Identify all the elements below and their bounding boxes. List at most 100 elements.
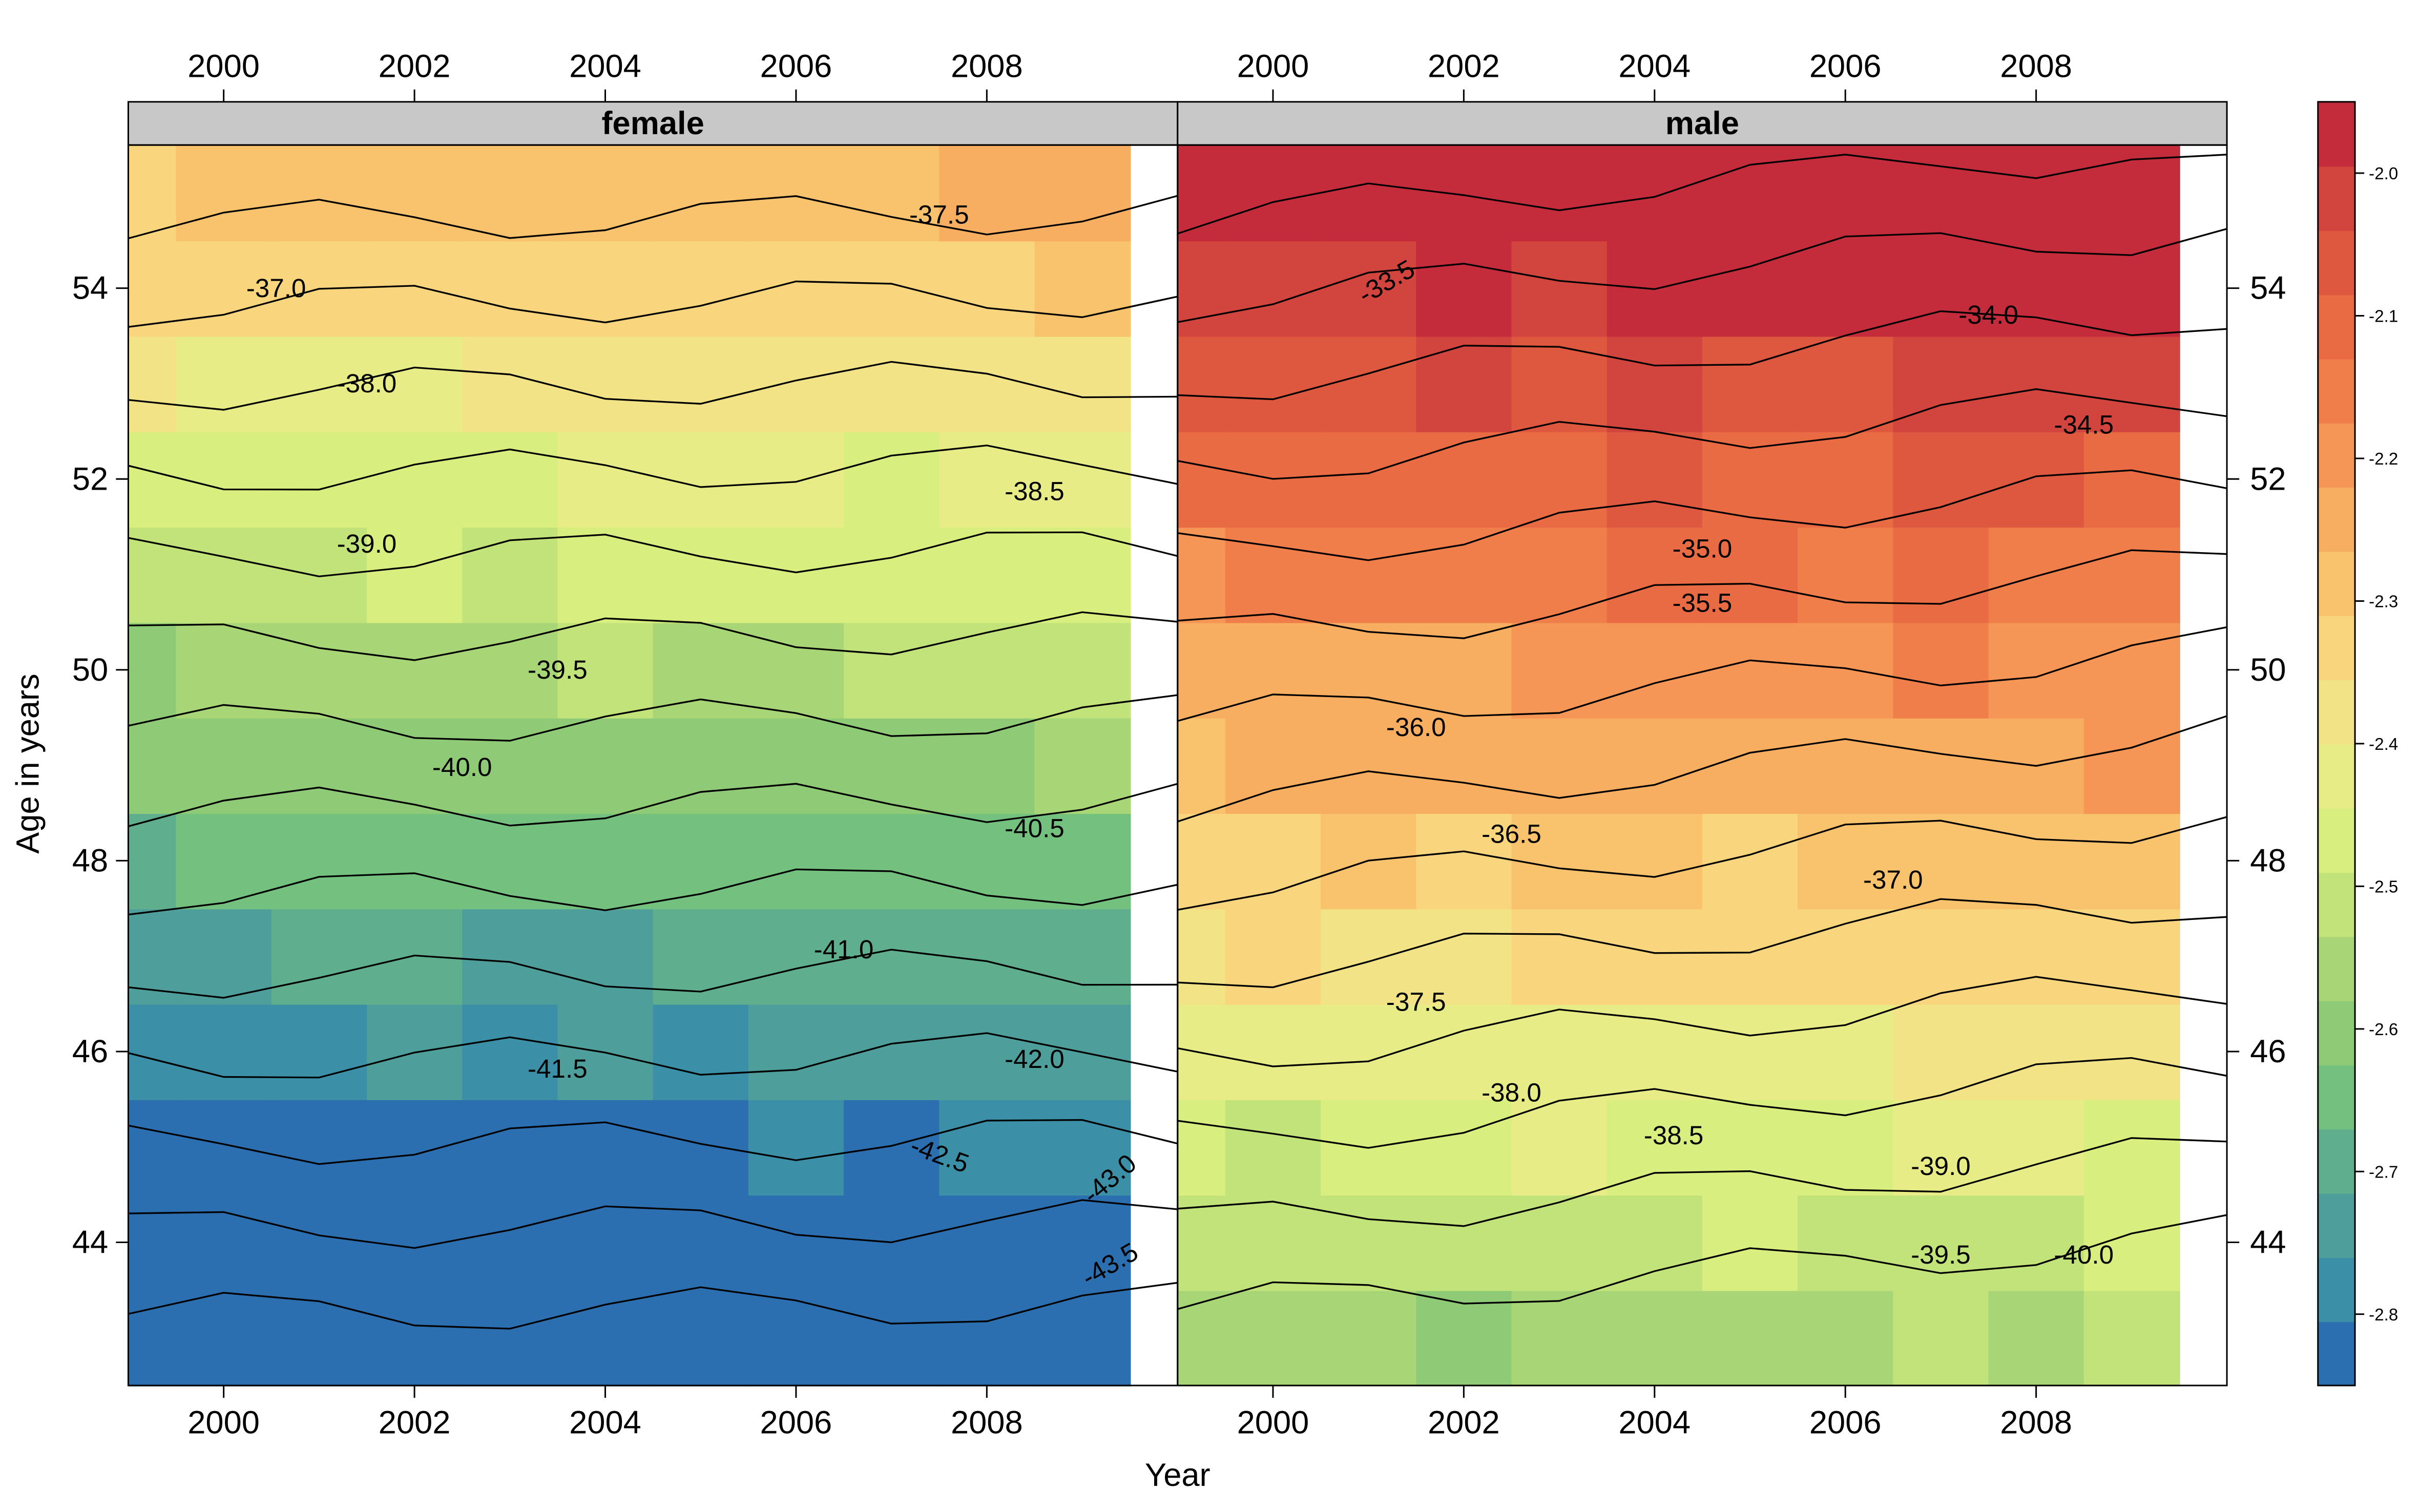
panel-frames	[127, 101, 2228, 1387]
x-tick-label-top: 2004	[569, 49, 641, 85]
heatmap-cell	[939, 717, 1036, 814]
heatmap-cell	[1416, 1290, 1513, 1387]
contour-line	[128, 444, 1178, 491]
heatmap-cell	[1225, 527, 1322, 623]
heatmap-cell	[1177, 527, 1226, 623]
heatmap-cell	[1893, 431, 1990, 528]
y-tick-label-right: 54	[2250, 270, 2286, 306]
heatmap-cell	[176, 908, 273, 1005]
heatmap-cell	[1416, 813, 1513, 910]
heatmap-cell	[1416, 335, 1513, 432]
heatmap-cell	[1321, 240, 1417, 337]
contour-line	[1177, 976, 2227, 1067]
y-tick-label-right: 50	[2250, 652, 2286, 688]
heatmap-cell	[1177, 1194, 1226, 1291]
heatmap-cell	[748, 1290, 845, 1387]
heatmap-cells	[128, 145, 2180, 1387]
colorbar-swatch	[2318, 615, 2355, 681]
heatmap-cell	[557, 1290, 654, 1387]
heatmap-cell	[557, 431, 654, 528]
heatmap-cell	[939, 431, 1036, 528]
heatmap-cell	[1321, 431, 1417, 528]
heatmap-cell	[1893, 240, 1990, 337]
heatmap-cell	[653, 1099, 749, 1196]
contour-line	[1177, 1137, 2227, 1227]
heatmap-cell	[1702, 1099, 1799, 1196]
heatmap-cell	[462, 813, 559, 910]
heatmap-cell	[271, 145, 368, 242]
colorbar-swatch	[2318, 230, 2355, 296]
colorbar-tick-label: -2.2	[2369, 450, 2398, 469]
heatmap-cell	[1798, 1099, 1894, 1196]
contour-label: -34.5	[2054, 410, 2114, 439]
heatmap-cell	[1177, 145, 1226, 242]
heatmap-cell	[1416, 527, 1513, 623]
contour-line	[128, 611, 1178, 661]
heatmap-cell	[1798, 1290, 1894, 1387]
heatmap-cell	[939, 335, 1036, 432]
heatmap-cell	[128, 717, 177, 814]
y-tick-label-right: 46	[2250, 1034, 2286, 1069]
colorbar-swatch	[2318, 551, 2355, 616]
contour-label: -37.5	[1386, 987, 1446, 1016]
heatmap-cell	[366, 1290, 463, 1387]
contour-line	[128, 531, 1178, 578]
heatmap-cell	[844, 527, 941, 623]
contour-label: -36.0	[1386, 712, 1446, 742]
y-tick-label-left: 50	[72, 652, 108, 688]
heatmap-cell	[844, 431, 941, 528]
heatmap-cell	[1702, 335, 1799, 432]
heatmap-cell	[1511, 1194, 1608, 1291]
heatmap-cell	[1798, 335, 1894, 432]
heatmap-cell	[1511, 717, 1608, 814]
heatmap-cell	[939, 622, 1036, 719]
colorbar-swatch	[2318, 743, 2355, 809]
heatmap-cell	[462, 431, 559, 528]
heatmap-cell	[748, 717, 845, 814]
contour-line	[1177, 1057, 2227, 1149]
heatmap-cell	[1321, 622, 1417, 719]
colorbar-swatch	[2318, 487, 2355, 552]
heatmap-cell	[1893, 717, 1990, 814]
heatmap-cell	[2083, 1290, 2180, 1387]
heatmap-cell	[653, 240, 749, 337]
heatmap-cell	[271, 813, 368, 910]
x-tick-label-top: 2008	[2000, 49, 2072, 85]
colorbar-tick-label: -2.3	[2369, 592, 2398, 611]
heatmap-cell	[1225, 908, 1322, 1005]
heatmap-cell	[366, 1194, 463, 1291]
heatmap-cell	[557, 908, 654, 1005]
y-tick-label-right: 48	[2250, 843, 2286, 878]
heatmap-cell	[176, 1003, 273, 1100]
heatmap-cell	[653, 335, 749, 432]
heatmap-cell	[1034, 335, 1131, 432]
contour-label: -38.0	[1482, 1078, 1541, 1107]
heatmap-cell	[1034, 1099, 1131, 1196]
heatmap-cell	[1607, 527, 1703, 623]
heatmap-cell	[557, 145, 654, 242]
heatmap-cell	[1225, 717, 1322, 814]
colorbar-swatch	[2318, 936, 2355, 1001]
colorbar-swatch	[2318, 1000, 2355, 1065]
heatmap-cell	[1511, 813, 1608, 910]
heatmap-cell	[366, 240, 463, 337]
heatmap-cell	[1034, 527, 1131, 623]
heatmap-cell	[748, 908, 845, 1005]
heatmap-cell	[1225, 813, 1322, 910]
x-tick-label-top: 2000	[1237, 49, 1309, 85]
heatmap-cell	[557, 717, 654, 814]
heatmap-cell	[1511, 908, 1608, 1005]
y-tick-label-left: 48	[72, 843, 108, 878]
heatmap-cell	[1177, 717, 1226, 814]
contour-line	[128, 1119, 1178, 1165]
heatmap-cell	[271, 622, 368, 719]
heatmap-cell	[939, 527, 1036, 623]
heatmap-cell	[939, 1099, 1036, 1196]
colorbar-tick-label: -2.7	[2369, 1163, 2398, 1182]
heatmap-cell	[1177, 813, 1226, 910]
heatmap-cell	[128, 431, 177, 528]
heatmap-cell	[1702, 813, 1799, 910]
heatmap-cell	[844, 717, 941, 814]
x-tick-label-bottom: 2008	[2000, 1404, 2072, 1440]
contour-label: -41.5	[528, 1054, 588, 1083]
